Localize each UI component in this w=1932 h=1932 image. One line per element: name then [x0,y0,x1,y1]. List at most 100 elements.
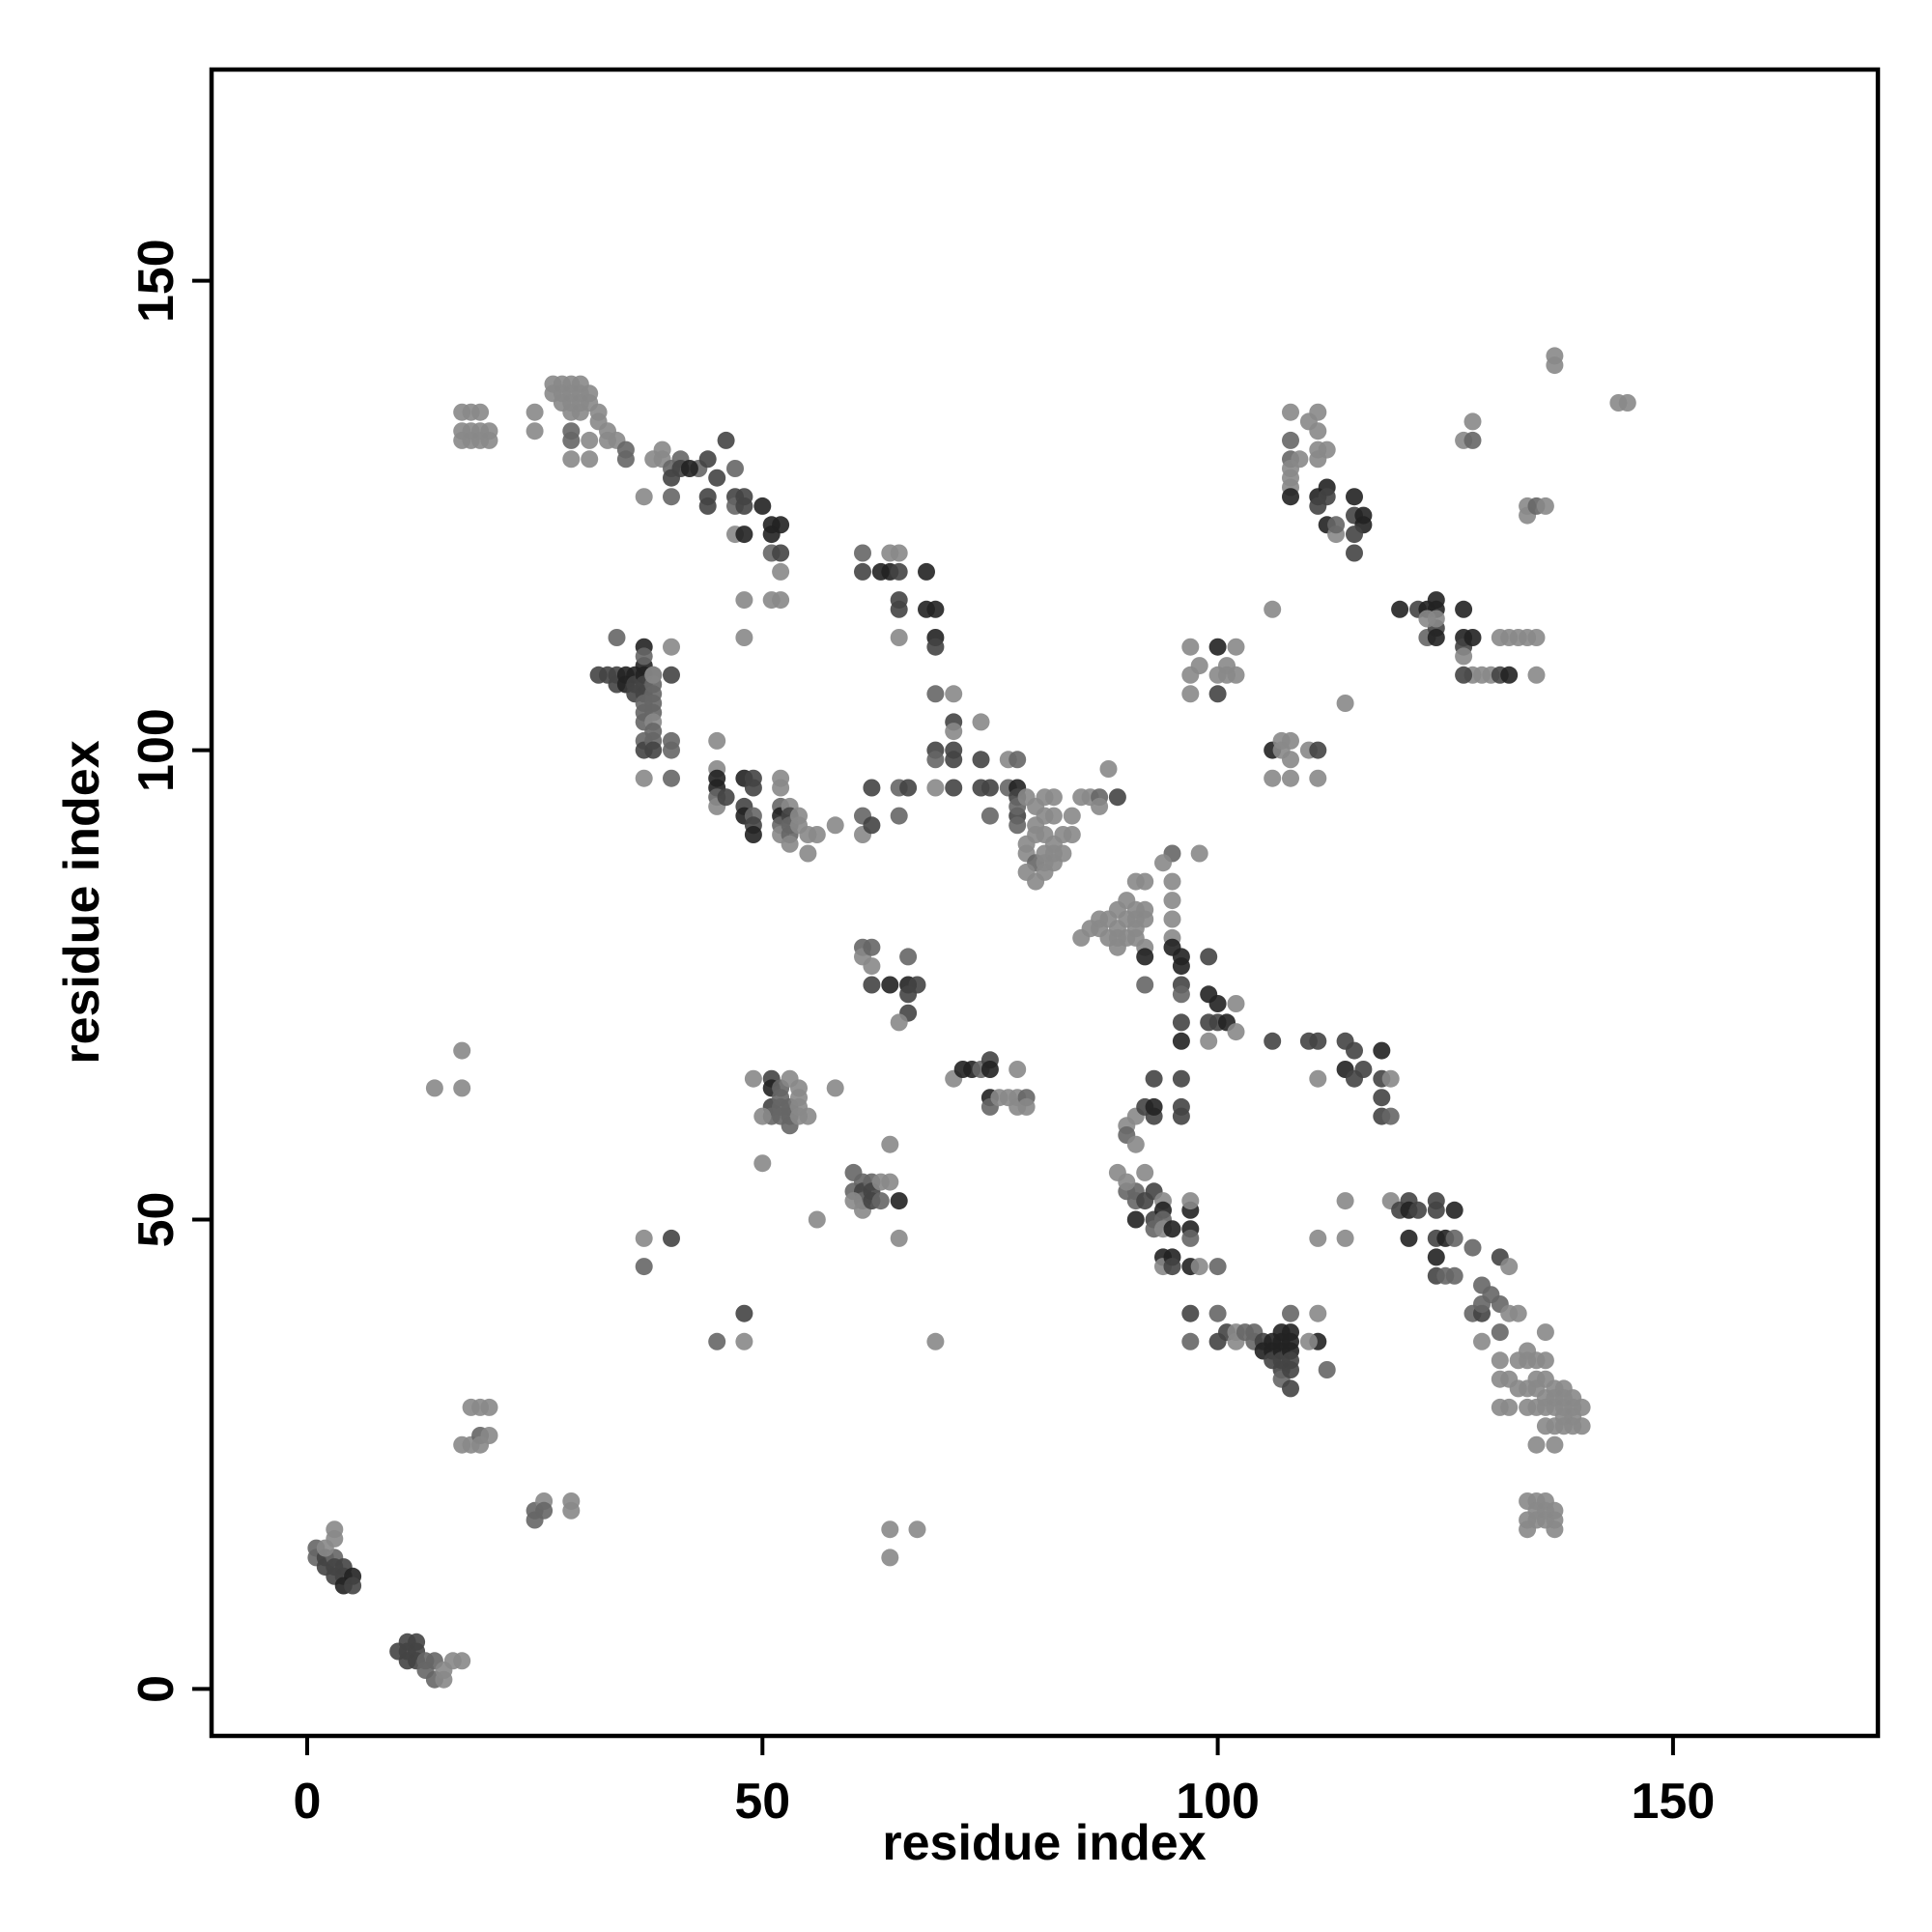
contact-point [918,562,935,581]
contact-point [926,600,945,618]
contact-point [1091,797,1109,815]
contact-point [608,629,626,646]
contact-point [425,1079,443,1097]
contact-point [1163,1258,1181,1276]
contact-point [908,1520,926,1539]
contact-point [1136,948,1154,966]
contact-point [1136,1163,1154,1181]
contact-point [735,629,753,646]
contact-point [980,1061,999,1078]
contact-point [863,816,881,835]
contact-point [1546,1435,1564,1454]
contact-point [972,751,990,769]
contact-point [1445,1201,1463,1219]
contact-point [663,1229,680,1247]
contact-point [1455,647,1473,666]
contact-point [926,685,945,703]
contact-point [1500,1398,1519,1416]
contact-point [1445,1229,1463,1247]
contact-point [1264,1032,1282,1050]
contact-point [1154,854,1172,872]
contact-point [881,1548,899,1567]
contact-point [708,731,726,750]
contact-point [1227,1023,1245,1041]
contact-point [1491,1323,1509,1342]
contact-point [945,723,963,741]
contact-point [480,1398,498,1416]
contact-point [616,450,635,469]
contact-point [1282,1304,1299,1322]
contact-point [972,713,990,731]
contact-point [844,1192,863,1210]
contact-point [945,779,963,797]
contact-point [744,826,762,843]
contact-point [1208,685,1227,703]
contact-point [726,460,744,477]
contact-point [1463,431,1482,449]
contact-point [863,938,881,956]
contact-point [1044,854,1063,872]
contact-point [890,629,908,646]
contact-point [526,422,544,440]
contact-point [1108,788,1126,807]
contact-point [635,647,653,666]
contact-point [781,1069,799,1088]
contact-point [735,1304,753,1322]
contact-point [1519,1520,1537,1539]
contact-point [1126,1135,1145,1153]
contact-point [526,403,544,421]
contact-point [871,1192,890,1210]
contact-point [1172,985,1190,1004]
x-tick-label: 150 [1632,1774,1716,1830]
contact-point [453,1041,471,1060]
contact-point [735,591,753,610]
contact-point [799,844,817,863]
contact-point [1282,403,1299,421]
contact-point [772,779,790,797]
contact-point [581,431,599,449]
x-axis: 0 50 100 150 [294,1736,1716,1830]
contact-point [453,1079,471,1097]
y-tick-label: 0 [128,1675,185,1703]
contact-point [772,516,790,534]
contact-point [1009,1061,1027,1078]
contact-point [1427,1248,1445,1266]
contact-point [1291,450,1309,469]
contact-point [744,1069,762,1088]
contact-point [708,1332,726,1350]
contact-point [1163,1220,1181,1238]
contact-point [1227,666,1245,684]
contact-point [1354,1061,1373,1078]
contact-point [1181,1332,1200,1350]
contact-point [708,469,726,487]
contact-point [926,638,945,656]
contact-point [663,741,680,759]
contact-point [698,450,717,469]
contact-point [1309,1229,1327,1247]
contact-point [1546,1520,1564,1539]
contact-point [1318,440,1336,459]
contact-point [1264,600,1282,618]
contact-point [1181,1304,1200,1322]
contact-point [1118,1173,1136,1191]
contact-point [1181,638,1200,656]
contact-point [980,779,999,797]
contact-point [890,1229,908,1247]
contact-point [1063,807,1081,825]
x-tick-label: 100 [1176,1774,1260,1830]
contact-point [535,1501,554,1520]
contact-point [1573,1398,1591,1416]
contact-point [826,1079,844,1097]
contact-point [1009,816,1027,835]
contact-point [1282,431,1299,449]
contact-point [644,741,663,759]
contact-point [772,544,790,562]
contact-point [1536,1323,1554,1342]
contact-point [1309,741,1327,759]
contact-point [717,431,735,449]
contact-point [1463,629,1482,646]
contact-point [1346,544,1363,562]
contact-point [1200,1032,1218,1050]
contact-point [1282,731,1299,750]
